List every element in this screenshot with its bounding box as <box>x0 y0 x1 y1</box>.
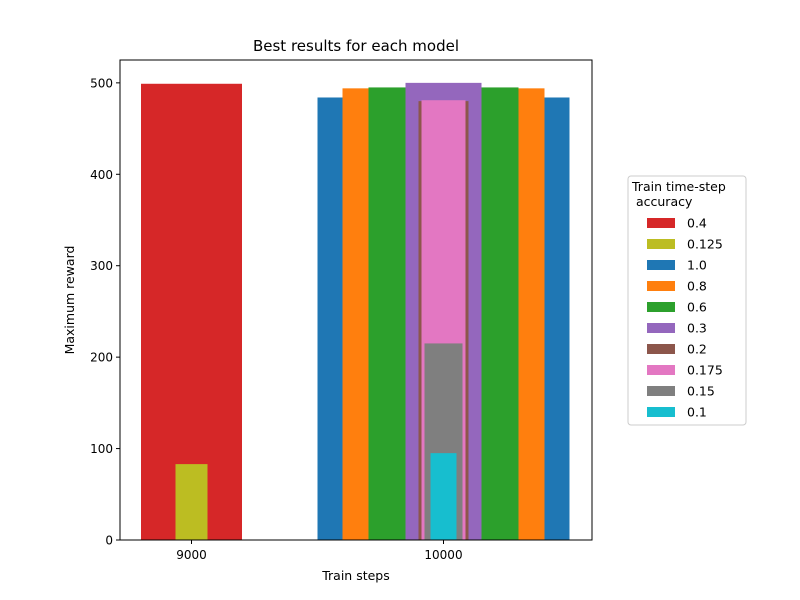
legend-label: 0.15 <box>687 384 715 399</box>
y-axis: 0 100 200 300 400 500 <box>90 76 120 548</box>
plot-frame <box>119 59 593 541</box>
legend-swatch <box>647 218 675 228</box>
legend-label: 1.0 <box>687 258 707 273</box>
x-tick-label: 10000 <box>424 548 462 562</box>
x-tick-label: 9000 <box>176 548 207 562</box>
legend-swatch <box>647 281 675 291</box>
legend-label: 0.2 <box>687 342 707 357</box>
legend-swatch <box>647 365 675 375</box>
legend-swatch <box>647 407 675 417</box>
bars-layer <box>141 82 570 541</box>
legend-label: 0.3 <box>687 321 707 336</box>
y-axis-label: Maximum reward <box>62 246 77 355</box>
legend-swatch <box>647 239 675 249</box>
y-tick-label: 200 <box>90 351 113 365</box>
bar-0_1-10000 <box>430 453 457 540</box>
legend-label: 0.6 <box>687 300 707 315</box>
legend-title: accuracy <box>632 194 693 209</box>
legend-label: 0.1 <box>687 405 707 420</box>
y-tick-label: 500 <box>90 76 113 90</box>
x-axis-label: Train steps <box>321 568 390 583</box>
legend-box <box>627 175 747 426</box>
x-axis: 9000 10000 <box>176 540 463 562</box>
legend-swatch <box>647 260 675 270</box>
y-tick-label: 300 <box>90 259 113 273</box>
y-tick-label: 0 <box>105 534 113 548</box>
legend-label: 0.8 <box>687 279 707 294</box>
chart-title: Best results for each model <box>253 37 459 55</box>
legend-swatch <box>647 386 675 396</box>
legend-swatch <box>647 323 675 333</box>
y-tick-label: 400 <box>90 168 113 182</box>
legend-label: 0.175 <box>687 363 723 378</box>
bar-0_125-9000 <box>175 464 208 540</box>
legend-swatch <box>647 302 675 312</box>
legend-swatch <box>647 344 675 354</box>
legend: Train time-step accuracy 0.4 0.125 1.0 0.8 0.… <box>627 175 747 426</box>
y-tick-label: 100 <box>90 442 113 456</box>
bar-0_4-9000 <box>141 83 242 541</box>
legend-title: Train time-step <box>631 179 726 194</box>
legend-label: 0.4 <box>687 216 707 231</box>
legend-label: 0.125 <box>687 237 723 252</box>
